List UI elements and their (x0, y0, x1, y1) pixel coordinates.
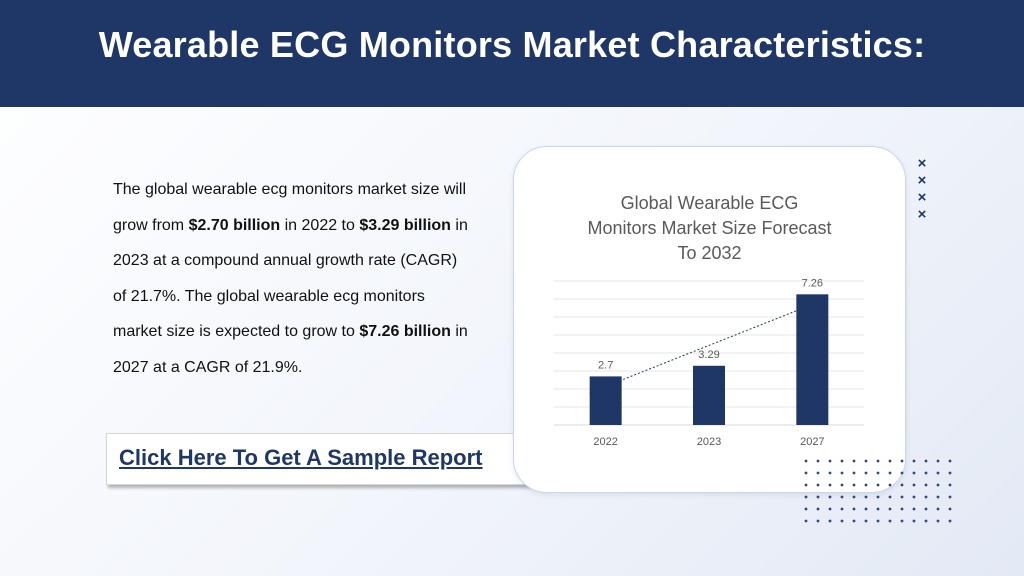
chart-title-line-3: To 2032 (677, 243, 742, 263)
market-summary-paragraph: The global wearable ecg monitors market … (113, 172, 473, 385)
bar-2027 (796, 294, 829, 425)
value-2023: $3.29 billion (359, 216, 451, 234)
x-marks-decoration: × × × × (915, 155, 929, 223)
chart-title-line-2: Monitors Market Size Forecast (587, 218, 832, 238)
dot-grid-decoration (800, 455, 960, 525)
x-mark-icon: × (917, 172, 927, 189)
chart-card: Global Wearable ECG Monitors Market Size… (513, 146, 906, 493)
bar-2023 (693, 365, 725, 425)
x-tick-label-2022: 2022 (593, 436, 617, 448)
title-banner: Wearable ECG Monitors Market Characteris… (0, 0, 1024, 107)
x-tick-label-2023: 2023 (697, 436, 721, 448)
bar-chart: 2.7 2022 3.29 2023 7.26 2027 (554, 277, 864, 448)
value-2027: $7.26 billion (359, 323, 451, 340)
chart-title: Global Wearable ECG Monitors Market Size… (514, 191, 905, 266)
x-mark-icon: × (917, 206, 927, 223)
bar-2022 (589, 376, 622, 425)
summary-text-1: The global wearable ecg monitors market … (113, 181, 467, 234)
x-mark-icon: × (917, 189, 927, 206)
sample-report-link[interactable]: Click Here To Get A Sample Report (119, 445, 483, 470)
data-label-2022: 2.7 (598, 359, 613, 371)
summary-text-3: in 2023 at a compound annual growth rate… (113, 216, 468, 341)
slide-title: Wearable ECG Monitors Market Characteris… (98, 24, 926, 65)
data-label-2027: 7.26 (802, 277, 823, 289)
chart-title-line-1: Global Wearable ECG (620, 193, 799, 213)
summary-text-4: in 2027 at a CAGR of 21.9%. (113, 323, 468, 376)
x-mark-icon: × (917, 155, 927, 172)
value-2022: $2.70 billion (188, 216, 281, 234)
data-label-2023: 3.29 (698, 349, 719, 361)
summary-text-2: in 2022 to (280, 216, 360, 234)
x-tick-label-2027: 2027 (800, 436, 824, 448)
sample-report-button[interactable]: Click Here To Get A Sample Report (106, 433, 538, 485)
